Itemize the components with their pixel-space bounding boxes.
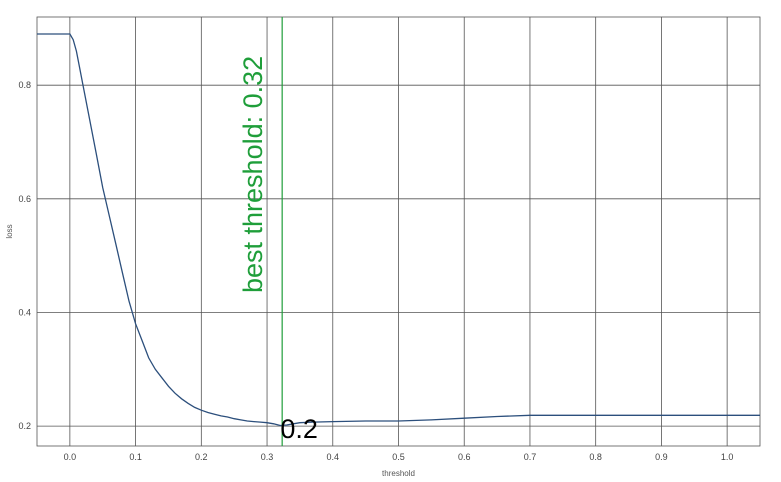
x-tick-label-3: 0.3 (261, 452, 274, 462)
x-tick-labels: 0.0 0.1 0.2 0.3 0.4 0.5 0.6 0.7 0.8 0.9 1.0 (64, 452, 734, 462)
x-tick-label-4: 0.4 (327, 452, 340, 462)
x-tick-label-2: 0.2 (195, 452, 208, 462)
y-tick-label-3: 0.8 (18, 80, 31, 90)
x-tick-label-9: 0.9 (655, 452, 668, 462)
x-axis-title: threshold (382, 469, 415, 478)
y-tick-label-0: 0.2 (18, 421, 31, 431)
best-threshold-label: best threshold: 0.32 (238, 56, 268, 293)
x-tick-label-8: 0.8 (589, 452, 602, 462)
x-tick-label-0: 0.0 (64, 452, 77, 462)
series-line-loss (37, 33, 760, 427)
x-tick-label-10: 1.0 (721, 452, 734, 462)
y-tick-label-2: 0.6 (18, 194, 31, 204)
x-gridlines (69, 17, 728, 446)
y-tick-label-1: 0.4 (18, 307, 31, 317)
x-tick-label-7: 0.7 (524, 452, 537, 462)
y-gridlines (37, 84, 760, 427)
x-tick-label-6: 0.6 (458, 452, 471, 462)
y-tick-labels: 0.2 0.4 0.6 0.8 (18, 80, 31, 431)
min-loss-label: 0.2 (280, 414, 318, 444)
y-axis-title: loss (5, 224, 14, 238)
plot-frame (36, 16, 761, 447)
x-tick-label-1: 0.1 (129, 452, 142, 462)
x-tick-label-5: 0.5 (392, 452, 405, 462)
